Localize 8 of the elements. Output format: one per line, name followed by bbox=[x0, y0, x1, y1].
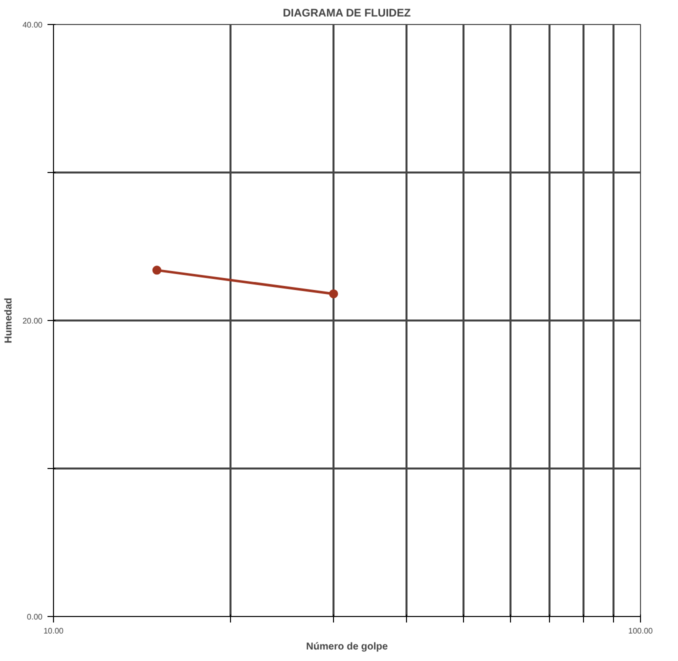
x-axis-title: Número de golpe bbox=[306, 642, 388, 652]
y-tick-label: 40.00 bbox=[22, 20, 44, 30]
y-axis-title: Humedad bbox=[3, 298, 14, 344]
x-tick-label: 100.00 bbox=[628, 626, 654, 636]
x-tick-label: 10.00 bbox=[43, 626, 64, 636]
chart-title: DIAGRAMA DE FLUIDEZ bbox=[282, 8, 412, 20]
y-tick-label: 0.00 bbox=[26, 612, 44, 622]
y-tick-label: 20.00 bbox=[22, 316, 44, 326]
